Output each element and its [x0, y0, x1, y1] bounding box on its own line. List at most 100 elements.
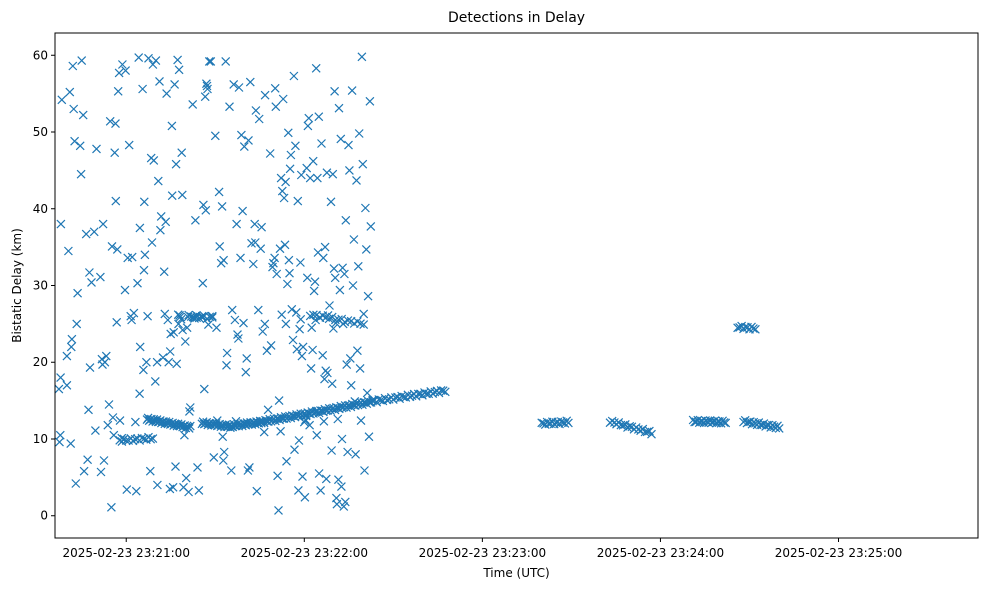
data-point — [227, 305, 237, 315]
data-point — [149, 155, 159, 165]
data-point — [272, 269, 282, 279]
data-point — [155, 225, 165, 235]
data-point — [54, 384, 64, 394]
y-tick-label: 20 — [33, 355, 48, 369]
data-point — [293, 196, 303, 206]
data-point — [79, 466, 89, 476]
data-point — [122, 485, 132, 495]
data-point — [84, 405, 93, 415]
data-point — [163, 315, 173, 325]
data-point — [270, 83, 280, 93]
y-tick-label: 60 — [33, 48, 48, 62]
data-point — [774, 423, 784, 433]
data-point — [253, 305, 263, 315]
data-point — [274, 396, 284, 406]
chart-title: Detections in Delay — [448, 10, 585, 26]
data-point — [138, 84, 148, 94]
data-point — [100, 357, 110, 367]
data-point — [156, 211, 166, 221]
data-point — [353, 261, 363, 271]
data-point — [217, 201, 227, 211]
data-point — [336, 482, 346, 492]
data-point — [295, 324, 305, 334]
data-point — [146, 434, 156, 444]
data-point — [184, 487, 194, 497]
data-point — [81, 229, 91, 239]
data-point — [171, 159, 181, 169]
data-point — [326, 197, 336, 207]
data-point — [89, 227, 99, 237]
data-point — [76, 169, 86, 179]
data-point — [328, 324, 338, 333]
data-point — [285, 164, 295, 174]
data-point — [333, 414, 343, 424]
data-point — [260, 90, 270, 100]
data-point — [259, 427, 269, 437]
data-point — [219, 447, 229, 457]
data-point — [312, 430, 322, 440]
data-point — [203, 320, 213, 330]
data-point — [139, 197, 149, 207]
data-point — [748, 324, 758, 334]
data-point — [251, 106, 261, 115]
data-point — [229, 79, 239, 89]
data-point — [359, 309, 369, 319]
data-point — [281, 177, 291, 187]
data-point — [334, 103, 344, 113]
data-point — [340, 497, 350, 507]
data-point — [318, 253, 328, 263]
data-point — [55, 430, 65, 440]
data-point — [219, 255, 229, 265]
data-point — [330, 273, 340, 283]
data-point — [210, 131, 220, 141]
x-tick-label: 2025-02-23 23:24:00 — [597, 546, 724, 560]
data-point — [308, 156, 318, 166]
data-point — [103, 420, 113, 430]
data-point — [113, 86, 123, 96]
data-point — [360, 466, 369, 475]
x-tick-label: 2025-02-23 23:22:00 — [241, 546, 368, 560]
data-point — [305, 173, 315, 183]
data-point — [199, 384, 209, 394]
data-point — [178, 325, 188, 335]
data-point — [338, 263, 348, 273]
data-point — [140, 250, 150, 260]
data-point — [283, 128, 293, 138]
data-point — [318, 350, 328, 360]
data-point — [234, 83, 244, 92]
data-point — [288, 335, 298, 345]
data-point — [173, 55, 183, 65]
data-point — [150, 376, 160, 386]
data-point — [256, 244, 266, 254]
data-point — [57, 95, 67, 105]
data-point — [241, 367, 251, 377]
data-point — [347, 86, 357, 96]
data-point — [244, 462, 254, 472]
data-point — [352, 346, 362, 356]
data-point — [348, 281, 358, 290]
data-point — [289, 71, 299, 81]
data-point — [131, 486, 141, 496]
data-point — [341, 215, 351, 225]
data-point — [334, 315, 343, 325]
data-point — [329, 264, 339, 274]
data-point — [332, 499, 342, 509]
data-point — [78, 110, 88, 120]
data-point — [207, 312, 217, 322]
data-point — [203, 84, 212, 94]
data-point — [218, 456, 228, 465]
data-point — [317, 139, 326, 148]
data-point — [330, 86, 340, 96]
data-point — [278, 94, 288, 104]
data-point — [197, 312, 207, 322]
data-point — [310, 277, 320, 287]
data-point — [363, 291, 373, 301]
plot-frame — [54, 32, 979, 539]
data-point — [274, 505, 283, 515]
data-point — [120, 285, 130, 295]
data-point — [90, 426, 100, 436]
data-point — [164, 357, 174, 367]
y-tick-label: 0 — [40, 509, 48, 523]
